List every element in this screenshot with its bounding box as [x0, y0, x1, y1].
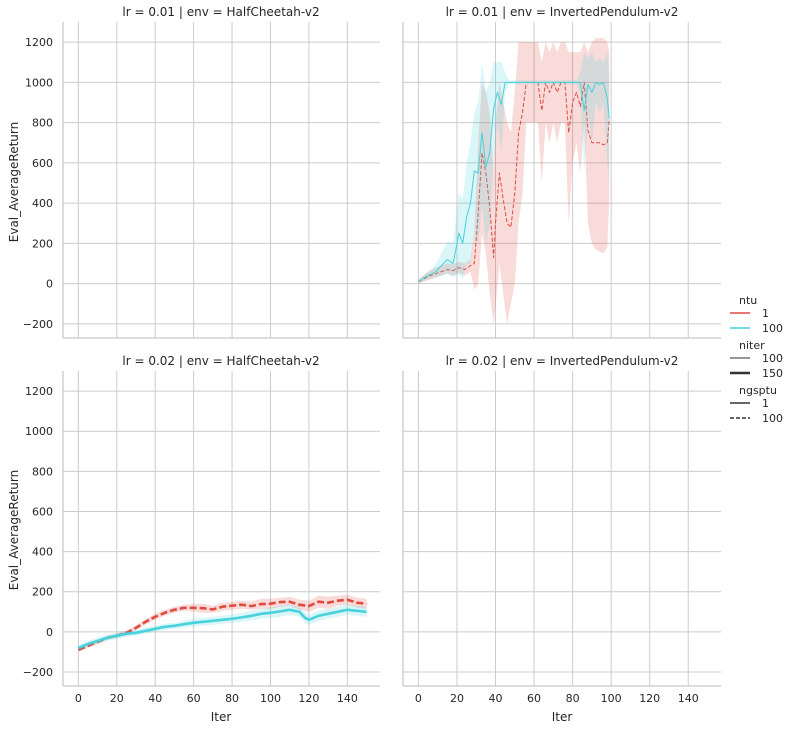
series-line-0: [418, 81, 610, 283]
legend-group-title: ngsptu: [739, 384, 777, 397]
x-tick-label: 100: [260, 692, 281, 705]
y-tick-label: 600: [32, 505, 53, 518]
y-tick-label: 1200: [25, 385, 53, 398]
y-tick-label: 400: [32, 197, 53, 210]
x-tick-label: 60: [527, 692, 541, 705]
series-band-1: [78, 604, 367, 651]
series-band-1: [418, 52, 610, 284]
x-tick-label: 120: [639, 692, 660, 705]
x-tick-label: 0: [415, 692, 422, 705]
x-tick-label: 140: [678, 692, 699, 705]
x-tick-label: 20: [450, 692, 464, 705]
panel-title: lr = 0.01 | env = HalfCheetah-v2: [122, 5, 319, 19]
x-tick-label: 40: [148, 692, 162, 705]
y-tick-label: 0: [46, 626, 53, 639]
y-tick-label: 1000: [25, 76, 53, 89]
series-line-1: [77, 608, 367, 650]
x-tick-label: 140: [337, 692, 358, 705]
panel-title: lr = 0.01 | env = InvertedPendulum-v2: [446, 5, 679, 19]
legend-entry-label: 100: [762, 412, 783, 425]
legend-entry-label: 100: [762, 322, 783, 335]
x-axis-label: Iter: [552, 710, 573, 724]
y-axis-label: Eval_AverageReturn: [7, 470, 21, 590]
y-tick-label: 800: [32, 117, 53, 130]
y-tick-label: −200: [23, 666, 53, 679]
x-axis-label: Iter: [211, 710, 232, 724]
legend-group-title: ntu: [739, 294, 757, 307]
panel-lr002-invertedpendulum: 0 20 40 60 80 100 120 140: [402, 371, 721, 705]
x-tick-label: 80: [566, 692, 580, 705]
panel-title: lr = 0.02 | env = HalfCheetah-v2: [122, 354, 319, 368]
y-tick-label: 200: [32, 237, 53, 250]
x-tick-label: 0: [75, 692, 82, 705]
y-tick-label: 400: [32, 546, 53, 559]
y-tick-label: 600: [32, 157, 53, 170]
y-tick-label: 1200: [25, 36, 53, 49]
x-tick-label: 20: [110, 692, 124, 705]
legend-group-title: niter: [739, 339, 765, 352]
x-tick-label: 120: [298, 692, 319, 705]
panel-lr001-halfcheetah: −200 0 200 400 600 800 1000 1200: [23, 22, 380, 339]
series-band-0: [418, 38, 610, 324]
legend-entry-label: 1: [762, 397, 769, 410]
legend-entry-label: 1: [762, 307, 769, 320]
x-tick-label: 80: [225, 692, 239, 705]
x-tick-label: 60: [187, 692, 201, 705]
series-line-1: [418, 81, 610, 283]
panel-lr001-invertedpendulum: [402, 22, 721, 339]
y-axis-label: Eval_AverageReturn: [7, 122, 21, 242]
panel-title: lr = 0.02 | env = InvertedPendulum-v2: [446, 354, 679, 368]
legend-entry-label: 100: [762, 352, 783, 365]
legend-entry-label: 150: [762, 367, 783, 380]
y-tick-label: 1000: [25, 425, 53, 438]
x-tick-label: 40: [489, 692, 503, 705]
y-tick-label: 0: [46, 278, 53, 291]
y-tick-label: 800: [32, 465, 53, 478]
y-tick-label: 200: [32, 586, 53, 599]
y-tick-label: −200: [23, 318, 53, 331]
panel-lr002-halfcheetah: −200 0 200 400 600 800 1000 1200 0 20 40 60 80 100 120…: [23, 371, 380, 705]
x-tick-label: 100: [601, 692, 622, 705]
